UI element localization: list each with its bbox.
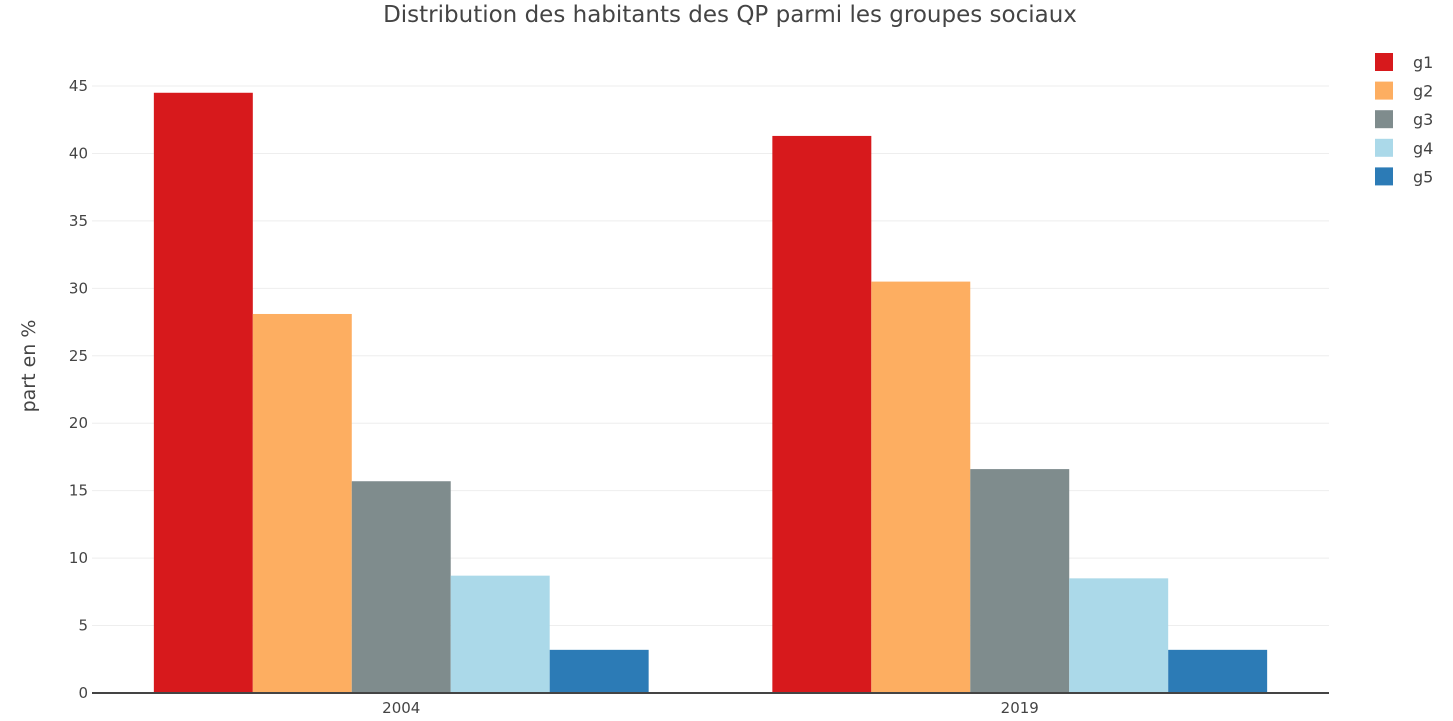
legend-label: g3 bbox=[1413, 110, 1433, 129]
y-tick-label: 45 bbox=[69, 77, 88, 95]
y-tick-label: 20 bbox=[69, 414, 88, 432]
y-tick-label: 0 bbox=[78, 684, 88, 702]
x-axis-ticks: 2004 2019 bbox=[382, 699, 1039, 717]
legend-swatch bbox=[1375, 138, 1393, 157]
legend-label: g1 bbox=[1413, 53, 1433, 72]
y-axis-label: part en % bbox=[18, 320, 40, 413]
y-tick-label: 30 bbox=[69, 279, 88, 297]
legend-label: g5 bbox=[1413, 167, 1433, 186]
bar-g5-2004 bbox=[549, 649, 649, 693]
y-tick-label: 40 bbox=[69, 144, 88, 162]
x-tick-label: 2019 bbox=[1001, 699, 1039, 717]
bar-g3-2004 bbox=[351, 481, 451, 693]
y-tick-label: 25 bbox=[69, 347, 88, 365]
y-tick-label: 15 bbox=[69, 482, 88, 500]
legend-item-g1[interactable]: g1 bbox=[1375, 53, 1433, 72]
legend-swatch bbox=[1375, 81, 1393, 100]
bar-g1-2004 bbox=[153, 92, 253, 693]
legend-item-g2[interactable]: g2 bbox=[1375, 81, 1433, 101]
chart-title: Distribution des habitants des QP parmi … bbox=[383, 2, 1077, 28]
bar-g3-2019 bbox=[970, 469, 1070, 693]
legend-item-g4[interactable]: g4 bbox=[1375, 138, 1433, 158]
legend-item-g5[interactable]: g5 bbox=[1375, 167, 1433, 186]
bar-g4-2004 bbox=[450, 575, 550, 693]
bar-g1-2019 bbox=[772, 135, 872, 693]
bars bbox=[153, 92, 1268, 693]
legend-swatch bbox=[1375, 53, 1393, 71]
legend-swatch bbox=[1375, 167, 1393, 186]
y-axis-ticks: 0 5 10 15 20 25 30 35 40 45 bbox=[69, 77, 88, 702]
bar-g4-2019 bbox=[1069, 578, 1169, 693]
bar-g5-2019 bbox=[1168, 649, 1268, 693]
bar-g2-2004 bbox=[252, 313, 352, 693]
y-tick-label: 10 bbox=[69, 549, 88, 567]
legend-label: g2 bbox=[1413, 82, 1433, 101]
legend-item-g3[interactable]: g3 bbox=[1375, 110, 1433, 129]
bar-g2-2019 bbox=[871, 281, 971, 693]
x-tick-label: 2004 bbox=[382, 699, 420, 717]
y-tick-label: 5 bbox=[78, 617, 88, 635]
legend-label: g4 bbox=[1413, 139, 1433, 158]
legend-swatch bbox=[1375, 110, 1393, 129]
legend: g1 g2 g3 g4 g5 bbox=[1375, 53, 1433, 186]
y-tick-label: 35 bbox=[69, 212, 88, 230]
